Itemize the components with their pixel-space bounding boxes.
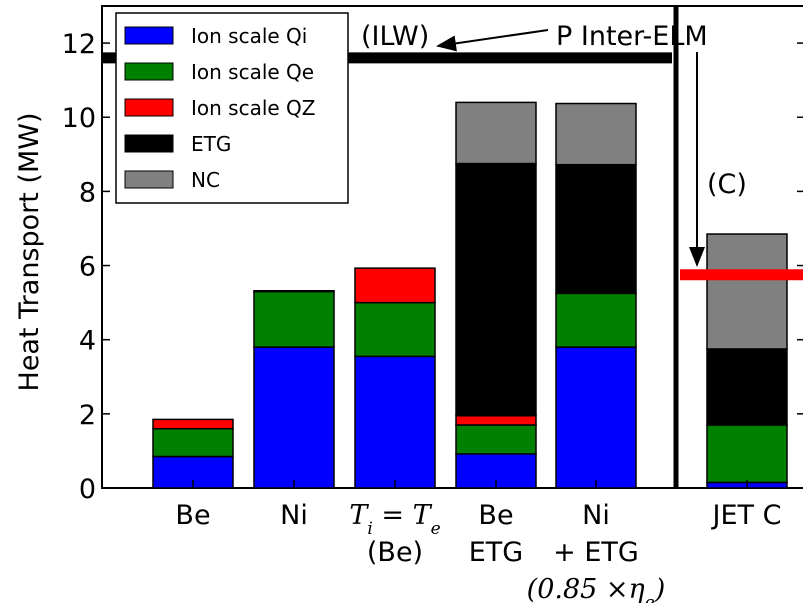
x-label-4-line-2: (0.85 ×ηe)	[527, 574, 666, 603]
legend-swatch-1	[124, 62, 174, 81]
arrow-to-ilw	[436, 29, 549, 52]
bar-segment-nc-5	[706, 233, 788, 350]
x-label-2-line-1: (Be)	[367, 537, 423, 568]
legend-label-3: ETG	[191, 132, 231, 156]
plot-area	[101, 5, 803, 489]
legend-label-1: Ion scale Qe	[191, 60, 314, 84]
bar-segment-ion-scale-qz-1	[253, 290, 335, 293]
y-tick-label-10: 10	[62, 103, 96, 134]
bar-segment-nc-4	[555, 102, 637, 166]
x-axis: Be Ni Ti = Te(Be) Be ETG Ni + ETG (0.85 ×ηe) JET…	[175, 480, 781, 603]
y-axis: 0 2 4 6 8 10 12	[62, 29, 803, 505]
ilw-annotation: (ILW)	[361, 21, 429, 52]
bar-segment-ion-scale-qe-1	[253, 290, 335, 348]
legend-swatch-2	[124, 98, 174, 117]
legend-label-0: Ion scale Qi	[191, 24, 307, 48]
bar-segment-ion-scale-qz-2	[354, 267, 436, 304]
y-axis-label: Heat Transport (MW)	[14, 113, 45, 392]
y-tick-label-8: 8	[79, 177, 96, 208]
bar-segment-ion-scale-qi-2	[354, 355, 436, 489]
legend-label-2: Ion scale QZ	[191, 96, 316, 120]
bar-segment-nc-3	[455, 101, 537, 165]
x-label-2-line-0: Ti = Te	[349, 500, 440, 539]
x-label-1-line-0: Ni	[280, 500, 308, 531]
bar-segment-etg-3	[455, 162, 537, 417]
c-annotation: (C)	[707, 169, 747, 200]
x-label-4-line-0: Ni	[582, 500, 610, 531]
legend-label-4: NC	[191, 168, 220, 192]
legend-swatch-4	[124, 170, 174, 189]
legend: Ion scale Qi Ion scale Qe Ion scale QZ ETG N…	[115, 12, 349, 204]
legend-swatch-3	[124, 134, 174, 153]
y-tick-label-0: 0	[79, 474, 96, 505]
bar-segment-ion-scale-qe-4	[555, 292, 637, 348]
y-tick-label-6: 6	[79, 252, 96, 283]
bar-segment-ion-scale-qe-3	[455, 424, 537, 455]
bar-segment-etg-5	[706, 348, 788, 426]
x-label-5-line-0: JET C	[711, 500, 782, 531]
bars-group	[152, 101, 788, 489]
x-label-4-line-1: + ETG	[553, 537, 639, 568]
bar-segment-ion-scale-qz-0	[152, 418, 234, 430]
inter-elm-annotation: P Inter-ELM	[556, 21, 708, 52]
bar-segment-ion-scale-qz-3	[455, 414, 537, 426]
bar-segment-ion-scale-qi-1	[253, 346, 335, 489]
legend-swatch-0	[124, 26, 174, 45]
bar-segment-ion-scale-qi-4	[555, 346, 637, 489]
bar-segment-ion-scale-qe-0	[152, 427, 234, 458]
y-tick-label-12: 12	[62, 29, 96, 60]
x-label-3-line-1: ETG	[469, 537, 523, 568]
bar-segment-ion-scale-qe-2	[354, 301, 436, 358]
x-label-0-line-0: Be	[175, 500, 210, 531]
bar-segment-etg-4	[555, 163, 637, 295]
x-label-3-line-0: Be	[478, 500, 513, 531]
y-tick-label-2: 2	[79, 400, 96, 431]
y-tick-label-4: 4	[79, 326, 96, 357]
legend-items: Ion scale Qi Ion scale Qe Ion scale QZ ETG N…	[124, 24, 316, 192]
bar-segment-ion-scale-qe-5	[706, 424, 788, 484]
